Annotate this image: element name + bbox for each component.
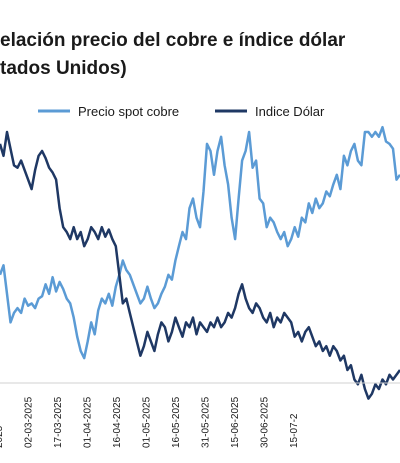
x-tick-label: 17-03-2025 [53, 396, 64, 448]
legend-copper-label: Precio spot cobre [78, 104, 179, 119]
x-tick-label: 02-03-2025 [24, 396, 35, 448]
x-tick-label: 16-04-2025 [112, 396, 123, 448]
x-tick-label: 16-05-2025 [171, 396, 182, 448]
x-tick-label: 30-06-2025 [260, 396, 271, 448]
x-tick-label: 01-04-2025 [83, 396, 94, 448]
legend: Precio spot cobre Indice Dólar [38, 104, 325, 119]
x-tick-label: 15-06-2025 [230, 396, 241, 448]
chart-subtitle: tados Unidos) [0, 58, 127, 79]
series-line-dollar [0, 130, 400, 400]
x-tick-label: 31-05-2025 [201, 396, 212, 448]
series-line-copper [0, 125, 400, 360]
legend-dollar-label: Indice Dólar [255, 104, 325, 119]
x-axis-ticks: 2025 02-03-2025 17-03-2025 01-04-2025 16-04-… [0, 396, 300, 448]
chart-title: elación precio del cobre e índice dólar [0, 30, 346, 51]
x-tick-label: 15-07-2 [289, 413, 300, 448]
plot-area [0, 125, 400, 400]
x-tick-label: 2025 [0, 425, 5, 448]
x-tick-label: 01-05-2025 [142, 396, 153, 448]
